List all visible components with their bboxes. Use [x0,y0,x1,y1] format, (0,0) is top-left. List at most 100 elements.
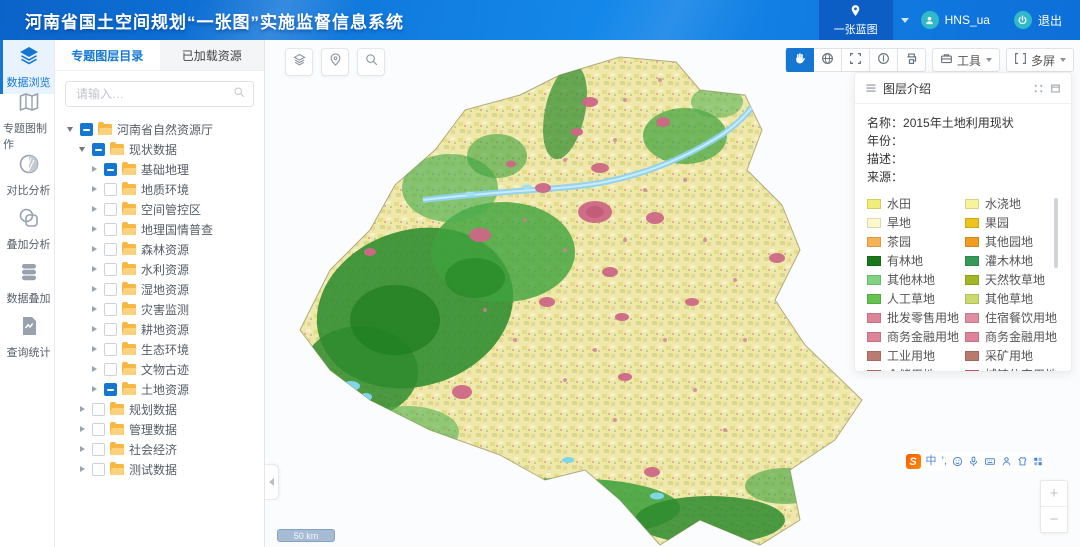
tree-item[interactable]: 土地资源 [63,379,264,399]
checkbox[interactable] [80,122,93,136]
sogou-logo[interactable]: S [905,454,921,469]
checkbox[interactable] [104,162,117,176]
tree-item[interactable]: 空间管控区 [63,199,264,219]
handwriting-icon[interactable] [1001,456,1012,467]
rail-item-label: 数据浏览 [6,77,51,89]
tab-loaded-resources[interactable]: 已加载资源 [181,48,242,63]
tree-item[interactable]: 规划数据 [63,399,264,419]
tree-item[interactable]: 基础地理 [63,159,264,179]
collapse-icon[interactable] [1050,83,1061,94]
map-area[interactable]: 工具 多屏 图层介绍 名称： 2015年土地利用现状 年份： 描述： 来源： [265,40,1080,547]
checkbox[interactable] [104,382,117,396]
rail-item-compare-analysis[interactable]: 对比分析 [0,148,54,202]
info-button[interactable] [869,48,898,72]
chevron-down-icon[interactable] [900,17,909,23]
checkbox[interactable] [104,262,117,276]
chevron-right-icon[interactable] [89,166,99,172]
checkbox[interactable] [92,442,105,456]
tree-item-label: 社会经济 [129,442,178,457]
tools-button[interactable]: 工具 [931,48,1000,72]
keyboard-icon[interactable] [984,456,996,467]
chevron-right-icon[interactable] [77,426,87,432]
user-menu[interactable]: HNS_ua [920,11,990,29]
chevron-right-icon[interactable] [89,266,99,272]
panel-collapse-handle[interactable] [265,464,279,500]
tree-item[interactable]: 耕地资源 [63,319,264,339]
punctuation-icon[interactable]: ’, [941,455,948,467]
zoom-out-button[interactable]: − [1041,506,1067,532]
logout-button[interactable]: 退出 [1013,11,1062,29]
checkbox[interactable] [92,462,105,476]
chinese-mode-icon[interactable]: 中 [925,455,937,467]
ime-toolbar[interactable]: S 中 ’, [901,452,1047,471]
scrollbar[interactable] [1054,198,1058,268]
chevron-right-icon[interactable] [89,366,99,372]
rail-item-query-stats[interactable]: 查询统计 [0,310,54,364]
checkbox[interactable] [104,202,117,216]
checkbox[interactable] [104,302,117,316]
basemap-globe-button[interactable] [813,48,842,72]
rail-item-thematic-map[interactable]: 专题图制作 [0,93,54,151]
multiscreen-button[interactable]: 多屏 [1005,48,1074,72]
checkbox[interactable] [104,362,117,376]
tree-item[interactable]: 湿地资源 [63,279,264,299]
checkbox[interactable] [104,322,117,336]
pan-button[interactable] [784,48,814,72]
checkbox[interactable] [92,422,105,436]
checkbox[interactable] [104,222,117,236]
zoom-in-button[interactable]: + [1049,485,1059,502]
checkbox[interactable] [104,182,117,196]
emoji-icon[interactable] [952,456,963,467]
checkbox[interactable] [104,342,117,356]
chevron-right-icon[interactable] [89,226,99,232]
expand-icon[interactable] [1033,83,1044,94]
chevron-right-icon[interactable] [89,206,99,212]
checkbox[interactable] [104,242,117,256]
tree-item[interactable]: 地理国情普查 [63,219,264,239]
checkbox[interactable] [92,402,105,416]
tree-item[interactable]: 地质环境 [63,179,264,199]
map-canvas[interactable] [265,40,1080,547]
chevron-right-icon[interactable] [89,306,99,312]
chevron-right-icon[interactable] [77,406,87,412]
chevron-right-icon[interactable] [89,286,99,292]
chevron-down-icon[interactable] [65,127,75,132]
chevron-right-icon[interactable] [89,326,99,332]
chevron-right-icon[interactable] [89,246,99,252]
rail-item-data-overlay[interactable]: 数据叠加 [0,256,54,310]
tree-item[interactable]: 水利资源 [63,259,264,279]
chevron-right-icon[interactable] [77,466,87,472]
tree-item[interactable]: 森林资源 [63,239,264,259]
chevron-right-icon[interactable] [77,446,87,452]
layer-search-input[interactable] [74,86,233,102]
menu-icon [865,82,877,94]
legend[interactable]: 水田 水浇地 旱地 果园 茶园 其他园地 有林地 灌木林地 其他林地 天然牧草地… [867,194,1059,371]
tree-item[interactable]: 测试数据 [63,459,264,479]
rail-item-overlay-analysis[interactable]: 叠加分析 [0,202,54,256]
chevron-right-icon[interactable] [89,386,99,392]
chevron-right-icon[interactable] [89,186,99,192]
fullscreen-button[interactable] [841,48,870,72]
layer-search-box[interactable] [65,81,254,107]
tree-item[interactable]: 灾害监测 [63,299,264,319]
tab-thematic-layer-catalog[interactable]: 专题图层目录 [55,40,160,70]
skin-icon[interactable] [1017,456,1028,467]
tree-item[interactable]: 现状数据 [63,139,264,159]
print-button[interactable] [897,48,926,72]
locate-button[interactable] [321,48,349,76]
microphone-icon[interactable] [968,456,979,467]
tree-item[interactable]: 文物古迹 [63,359,264,379]
toolbox-icon[interactable] [1033,456,1043,467]
checkbox[interactable] [92,142,105,156]
blueprint-switcher[interactable]: 一张蓝图 [818,0,893,40]
checkbox[interactable] [104,282,117,296]
rail-item-data-browse[interactable]: 数据浏览 [0,40,54,94]
map-search-button[interactable] [357,48,385,76]
chevron-down-icon[interactable] [77,147,87,152]
chevron-right-icon[interactable] [89,346,99,352]
layers-button[interactable] [285,48,313,76]
tree-item[interactable]: 管理数据 [63,419,264,439]
tree-item[interactable]: 生态环境 [63,339,264,359]
tree-item[interactable]: 社会经济 [63,439,264,459]
tree-item[interactable]: 河南省自然资源厅 [63,119,264,139]
